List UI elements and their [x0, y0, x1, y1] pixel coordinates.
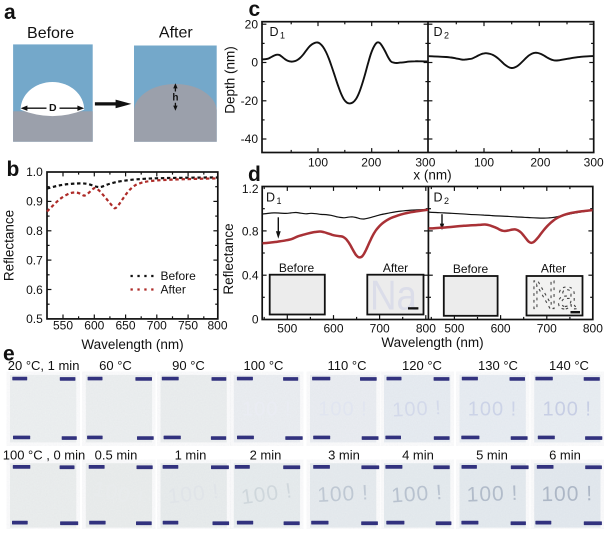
- svg-text:D: D: [49, 102, 57, 114]
- svg-text:0.8: 0.8: [26, 224, 43, 238]
- svg-text:110 °C: 110 °C: [328, 358, 367, 373]
- svg-text:1 min: 1 min: [175, 447, 207, 462]
- svg-text:Na: Na: [370, 272, 418, 319]
- svg-text:90 °C: 90 °C: [172, 358, 205, 373]
- svg-text:130 °C: 130 °C: [478, 358, 518, 373]
- svg-text:After: After: [161, 283, 186, 297]
- svg-text:1: 1: [277, 196, 282, 206]
- svg-text:After: After: [541, 262, 566, 276]
- svg-text:0.5: 0.5: [26, 312, 43, 326]
- svg-text:1.2: 1.2: [242, 182, 259, 196]
- svg-text:300: 300: [584, 156, 604, 170]
- svg-text:800: 800: [583, 322, 603, 336]
- svg-text:1.0: 1.0: [26, 165, 43, 179]
- svg-text:d: d: [248, 163, 261, 186]
- svg-text:b: b: [7, 158, 20, 181]
- svg-text:600: 600: [84, 319, 104, 333]
- svg-text:h: h: [172, 92, 178, 103]
- svg-text:6 min: 6 min: [549, 447, 581, 462]
- svg-text:2 min: 2 min: [250, 447, 282, 462]
- svg-text:0.9: 0.9: [26, 195, 43, 209]
- svg-text:500: 500: [444, 322, 464, 336]
- svg-text:100 °C: 100 °C: [244, 358, 284, 373]
- svg-text:Before: Before: [161, 269, 197, 283]
- svg-text:0.7: 0.7: [26, 254, 43, 268]
- svg-text:e: e: [3, 343, 15, 366]
- svg-text:Reflectance: Reflectance: [221, 223, 236, 294]
- svg-text:0: 0: [252, 313, 259, 327]
- svg-text:Depth (nm): Depth (nm): [223, 46, 238, 114]
- svg-text:700: 700: [370, 322, 390, 336]
- svg-text:Wavelength (nm): Wavelength (nm): [381, 335, 483, 350]
- svg-text:100 !: 100 !: [468, 398, 517, 420]
- svg-text:After: After: [383, 261, 408, 275]
- svg-text:0.6: 0.6: [26, 283, 43, 297]
- svg-text:Before: Before: [453, 262, 489, 276]
- svg-text:2: 2: [444, 196, 449, 206]
- svg-text:c: c: [249, 0, 261, 21]
- svg-text:650: 650: [115, 319, 135, 333]
- svg-text:100 !: 100 !: [392, 397, 443, 422]
- svg-text:100 !: 100 !: [466, 482, 518, 507]
- svg-text:100 !: 100 !: [542, 398, 591, 420]
- svg-text:800: 800: [207, 319, 227, 333]
- svg-text:0: 0: [251, 56, 258, 70]
- svg-text:Na: Na: [531, 274, 578, 318]
- svg-text:200: 200: [530, 156, 550, 170]
- svg-text:20: 20: [245, 17, 259, 31]
- svg-text:After: After: [159, 25, 193, 42]
- svg-text:140 °C: 140 °C: [549, 358, 589, 373]
- svg-text:100 !: 100 !: [541, 482, 593, 506]
- svg-text:600: 600: [323, 322, 343, 336]
- svg-text:x (nm): x (nm): [413, 168, 451, 183]
- svg-text:200: 200: [361, 156, 381, 170]
- svg-text:-20: -20: [241, 94, 259, 108]
- svg-text:700: 700: [537, 322, 557, 336]
- svg-text:550: 550: [53, 319, 73, 333]
- svg-text:Before: Before: [27, 25, 74, 42]
- svg-text:5 min: 5 min: [476, 447, 508, 462]
- svg-text:0.4: 0.4: [242, 269, 259, 283]
- svg-text:Before: Before: [279, 261, 315, 275]
- svg-text:700: 700: [147, 319, 167, 333]
- svg-text:120 °C: 120 °C: [402, 358, 442, 373]
- svg-text:100 °C , 0 min: 100 °C , 0 min: [3, 447, 86, 462]
- svg-text:100: 100: [474, 156, 494, 170]
- svg-text:750: 750: [178, 319, 198, 333]
- svg-text:100: 100: [308, 156, 328, 170]
- svg-text:D: D: [270, 25, 279, 39]
- svg-text:60 °C: 60 °C: [99, 358, 132, 373]
- svg-text:1: 1: [280, 30, 285, 40]
- svg-text:100 !: 100 !: [390, 481, 443, 508]
- svg-text:100 !: 100 !: [318, 398, 367, 420]
- svg-text:800: 800: [416, 322, 436, 336]
- svg-text:D: D: [434, 191, 443, 205]
- svg-text:D: D: [434, 25, 443, 39]
- svg-text:100 !: 100 !: [317, 481, 370, 507]
- svg-text:600: 600: [491, 322, 511, 336]
- svg-text:0.5 min: 0.5 min: [95, 447, 138, 462]
- svg-text:D: D: [266, 191, 275, 205]
- svg-text:3 min: 3 min: [328, 447, 360, 462]
- svg-text:500: 500: [277, 322, 297, 336]
- svg-text:Reflectance: Reflectance: [2, 210, 17, 281]
- svg-text:0.8: 0.8: [242, 224, 259, 238]
- svg-text:100 !: 100 !: [167, 480, 221, 508]
- svg-text:2: 2: [444, 30, 449, 40]
- svg-text:4 min: 4 min: [402, 447, 434, 462]
- svg-text:100 !: 100 !: [242, 398, 291, 420]
- svg-text:-40: -40: [241, 132, 259, 146]
- svg-text:a: a: [4, 1, 16, 24]
- svg-text:300: 300: [415, 156, 435, 170]
- svg-text:20 °C, 1 min: 20 °C, 1 min: [8, 358, 80, 373]
- svg-text:Wavelength (nm): Wavelength (nm): [81, 337, 183, 352]
